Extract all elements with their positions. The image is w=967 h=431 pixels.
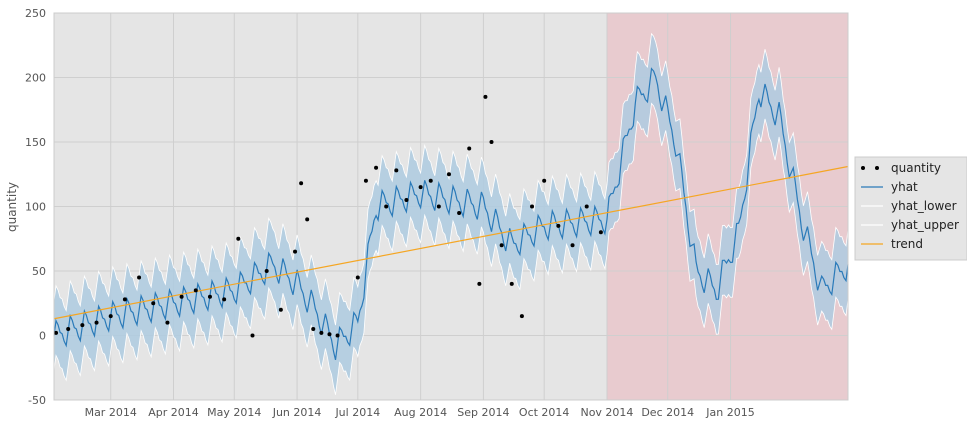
data-point (151, 301, 156, 306)
data-point (418, 185, 423, 190)
data-point (335, 333, 340, 338)
data-point (436, 204, 441, 209)
data-point (207, 294, 212, 299)
data-point (489, 140, 494, 144)
data-point (598, 230, 603, 235)
data-point (122, 297, 127, 302)
y-tick-label: 200 (25, 72, 46, 85)
y-axis-label: quantity (5, 182, 19, 232)
data-point (530, 204, 535, 209)
x-axis: Mar 2014 Apr 2014 May 2014 Jun 2014 Jul 2014… (85, 406, 755, 419)
data-point (384, 204, 389, 209)
data-point (108, 314, 113, 319)
y-tick-label: 250 (25, 7, 46, 20)
x-tick-label: May 2014 (207, 406, 261, 419)
data-point (509, 281, 514, 286)
data-point (477, 281, 482, 286)
x-tick-label: Dec 2014 (641, 406, 694, 419)
data-point (54, 330, 59, 335)
x-tick-label: Mar 2014 (85, 406, 137, 419)
data-point (404, 198, 409, 203)
x-tick-label: Nov 2014 (580, 406, 633, 419)
data-point (311, 327, 316, 332)
x-tick-label: Oct 2014 (519, 406, 570, 419)
data-point (278, 307, 283, 312)
data-point (446, 172, 451, 177)
legend-label: yhat (891, 180, 918, 194)
data-point (193, 288, 198, 293)
y-tick-label: 50 (32, 265, 46, 278)
x-tick-label: Aug 2014 (394, 406, 447, 419)
y-tick-label: -50 (28, 394, 46, 407)
legend-marker (861, 166, 865, 170)
data-point (165, 320, 170, 325)
data-point (394, 168, 399, 173)
data-point (299, 181, 304, 186)
data-point (236, 236, 241, 241)
data-point (556, 223, 561, 228)
legend-box (854, 156, 967, 261)
yhat-upper-line (53, 32, 849, 326)
y-axis: -50 0 50 100 150 200 250 (25, 7, 46, 407)
data-point (428, 178, 433, 183)
data-point (570, 243, 575, 248)
data-point (355, 275, 360, 280)
data-point (305, 217, 310, 222)
plot-frame (53, 12, 849, 401)
x-tick-label: Jan 2015 (705, 406, 754, 419)
legend-label: trend (891, 237, 923, 251)
data-point (327, 332, 332, 337)
data-point (467, 146, 472, 151)
data-point (293, 249, 298, 254)
data-point (499, 243, 504, 248)
y-tick-label: 100 (25, 201, 46, 214)
x-tick-label: Jul 2014 (334, 406, 380, 419)
x-tick-label: Jun 2014 (272, 406, 322, 419)
data-point (94, 320, 99, 325)
data-point (542, 178, 547, 183)
data-point (584, 204, 589, 209)
x-tick-label: Sep 2014 (457, 406, 509, 419)
data-point (483, 94, 488, 99)
y-tick-label: 0 (39, 330, 46, 343)
data-point (319, 330, 324, 335)
x-tick-label: Apr 2014 (148, 406, 199, 419)
legend-label: quantity (891, 161, 941, 175)
data-point (179, 294, 184, 299)
data-point (222, 297, 227, 302)
legend-label: yhat_upper (891, 218, 959, 232)
yhat-line (53, 67, 849, 361)
quantity-points (54, 94, 603, 338)
data-point (519, 314, 524, 319)
data-point (66, 327, 71, 332)
data-point (374, 165, 379, 170)
yhat-lower-line (53, 102, 849, 395)
uncertainty-band (54, 33, 848, 395)
legend-label: yhat_lower (891, 199, 957, 213)
data-point (80, 323, 85, 328)
data-point (363, 178, 368, 183)
data-point (137, 275, 142, 280)
data-point (264, 269, 269, 273)
trend-line (53, 165, 849, 320)
y-tick-label: 150 (25, 136, 46, 149)
data-point (457, 210, 462, 215)
data-point (250, 333, 255, 338)
legend-marker (875, 166, 879, 170)
